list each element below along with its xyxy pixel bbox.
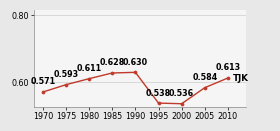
Text: 0.630: 0.630 xyxy=(123,58,148,67)
Text: 0.536: 0.536 xyxy=(169,89,194,98)
Text: 0.613: 0.613 xyxy=(215,63,241,72)
Text: 0.571: 0.571 xyxy=(30,78,55,86)
Text: TJK: TJK xyxy=(232,73,248,83)
Text: 0.593: 0.593 xyxy=(53,70,79,79)
Text: 0.628: 0.628 xyxy=(100,58,125,67)
Text: 0.584: 0.584 xyxy=(192,73,217,82)
Text: 0.611: 0.611 xyxy=(76,64,102,73)
Text: 0.538: 0.538 xyxy=(146,89,171,97)
